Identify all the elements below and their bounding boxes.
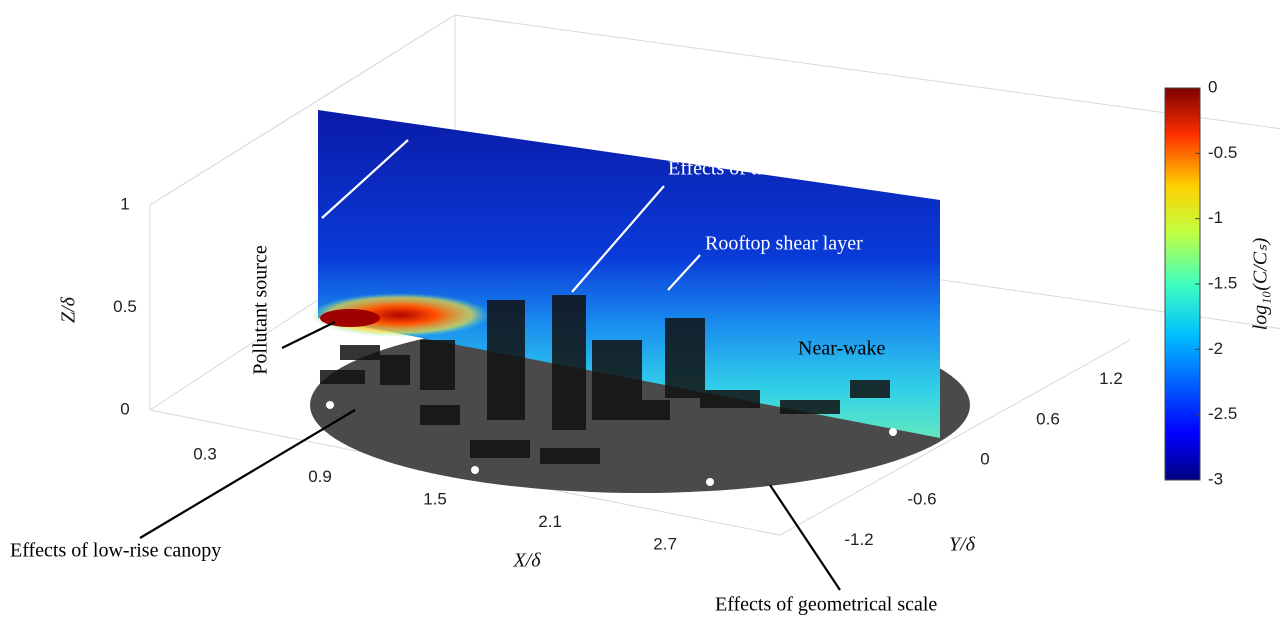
axis-label: Z/δ: [58, 296, 80, 323]
annotation: Effects of geometrical scale: [715, 594, 937, 616]
annotation: Effects of tall buildings: [668, 158, 856, 180]
colorbar-tick-label: -1.5: [1208, 273, 1237, 292]
tick-label: 1.5: [423, 489, 447, 508]
concentration-plane: [318, 110, 940, 438]
arrows: [139, 139, 841, 591]
annotation: Effects of low-rise canopy: [10, 540, 221, 562]
colorbar-tick-label: 0: [1208, 77, 1217, 96]
tick-label: 1: [120, 194, 129, 213]
colorbar-label: log₁₀(C/Cₛ): [1250, 237, 1272, 330]
tick-label: 0.5: [113, 297, 137, 316]
tick-label: -0.6: [907, 490, 936, 509]
colorbar: [1164, 87, 1201, 481]
colorbar-tick-label: -3: [1208, 469, 1223, 488]
tick-label: 2.1: [538, 512, 562, 531]
tick-label: 0.3: [193, 444, 217, 463]
buildings: [320, 295, 890, 464]
tick-label: 1.2: [1099, 369, 1123, 388]
axis-label: Y/δ: [949, 534, 976, 556]
tick-label: 0.6: [1036, 409, 1060, 428]
annotation: Rooftop shear layer: [705, 233, 863, 255]
colorbar-tick-label: -0.5: [1208, 143, 1237, 162]
tick-label: 0.9: [308, 467, 332, 486]
colorbar-tick-label: -1: [1208, 208, 1223, 227]
tick-label: 2.7: [653, 534, 677, 553]
axis-label: X/δ: [512, 550, 541, 572]
tick-label: 0: [980, 449, 989, 468]
tick-label: 0: [120, 399, 129, 418]
colorbar-tick-label: -2: [1208, 339, 1223, 358]
annotation: Near-wake: [798, 338, 885, 360]
tick-label: -1.2: [844, 530, 873, 549]
annotation: Effects of incoming flow conditions: [412, 104, 701, 126]
annotation: Pollutant source: [250, 245, 272, 375]
axes-box: [149, 14, 1280, 536]
colorbar-tick-label: -2.5: [1208, 404, 1237, 423]
